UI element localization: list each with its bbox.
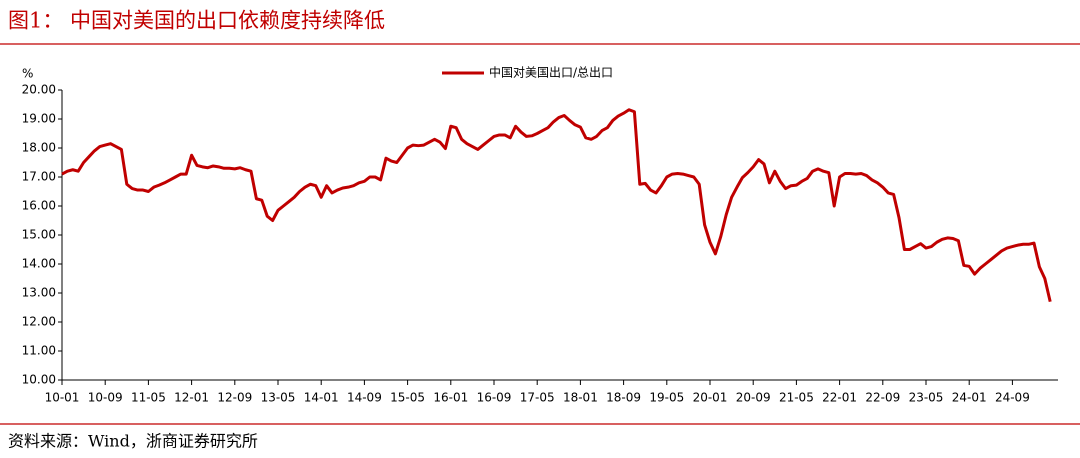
x-tick-label: 21-05 <box>779 391 814 405</box>
x-tick-label: 20-09 <box>736 391 771 405</box>
x-tick-label: 11-05 <box>131 391 166 405</box>
x-tick-label: 12-09 <box>217 391 252 405</box>
x-tick-label: 19-05 <box>649 391 684 405</box>
x-tick-label: 15-05 <box>390 391 425 405</box>
y-tick-label: 18.00 <box>22 141 56 155</box>
x-tick-label: 13-05 <box>261 391 296 405</box>
y-tick-label: 15.00 <box>22 228 56 242</box>
y-axis-label: % <box>22 67 33 81</box>
x-tick-label: 20-01 <box>693 391 728 405</box>
x-tick-label: 22-09 <box>865 391 900 405</box>
y-tick-label: 12.00 <box>22 315 56 329</box>
x-tick-label: 22-01 <box>822 391 857 405</box>
y-tick-label: 16.00 <box>22 199 56 213</box>
y-tick-label: 11.00 <box>22 344 56 358</box>
chart-title: 图1： 中国对美国的出口依赖度持续降低 <box>8 9 385 33</box>
y-tick-label: 20.00 <box>22 83 56 97</box>
x-tick-label: 14-09 <box>347 391 382 405</box>
x-tick-label: 12-01 <box>174 391 209 405</box>
x-tick-label: 24-01 <box>952 391 987 405</box>
x-tick-label: 16-01 <box>433 391 468 405</box>
x-tick-label: 10-01 <box>45 391 80 405</box>
data-line <box>61 108 1052 303</box>
y-tick-label: 19.00 <box>22 112 56 126</box>
x-tick-label: 17-05 <box>520 391 555 405</box>
y-tick-label: 13.00 <box>22 286 56 300</box>
y-tick-label: 10.00 <box>22 373 56 387</box>
x-tick-label: 16-09 <box>477 391 512 405</box>
x-tick-label: 18-01 <box>563 391 598 405</box>
y-tick-label: 17.00 <box>22 170 56 184</box>
x-tick-label: 23-05 <box>909 391 944 405</box>
x-tick-label: 24-09 <box>995 391 1030 405</box>
source: 资料来源：Wind，浙商证券研究所 <box>8 432 258 451</box>
x-tick-label: 10-09 <box>88 391 123 405</box>
x-tick-label: 18-09 <box>606 391 641 405</box>
legend-label: 中国对美国出口/总出口 <box>489 65 613 80</box>
y-tick-label: 14.00 <box>22 257 56 271</box>
x-tick-label: 14-01 <box>304 391 339 405</box>
